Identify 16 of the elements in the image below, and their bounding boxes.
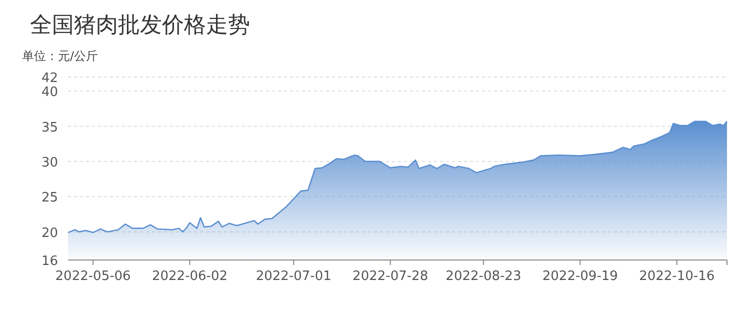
y-tick-label: 30 <box>41 155 58 170</box>
y-tick-label: 20 <box>41 226 58 241</box>
y-tick-label: 16 <box>41 254 58 269</box>
y-tick-label: 40 <box>41 85 58 100</box>
x-tick-label: 2022-05-06 <box>55 269 131 284</box>
x-tick-label: 2022-09-19 <box>542 269 618 284</box>
x-tick-label: 2022-08-23 <box>446 269 522 284</box>
chart-title: 全国猪肉批发价格走势 <box>30 13 250 38</box>
y-tick-label: 42 <box>41 71 58 86</box>
x-tick-label: 2022-10-16 <box>639 269 715 284</box>
y-axis-title: 单位：元/公斤 <box>22 49 98 63</box>
x-tick-label: 2022-07-28 <box>352 269 428 284</box>
y-tick-label: 35 <box>41 120 58 136</box>
y-tick-label: 25 <box>41 190 58 206</box>
x-tick-label: 2022-07-01 <box>256 269 332 284</box>
x-tick-label: 2022-06-02 <box>152 269 228 284</box>
